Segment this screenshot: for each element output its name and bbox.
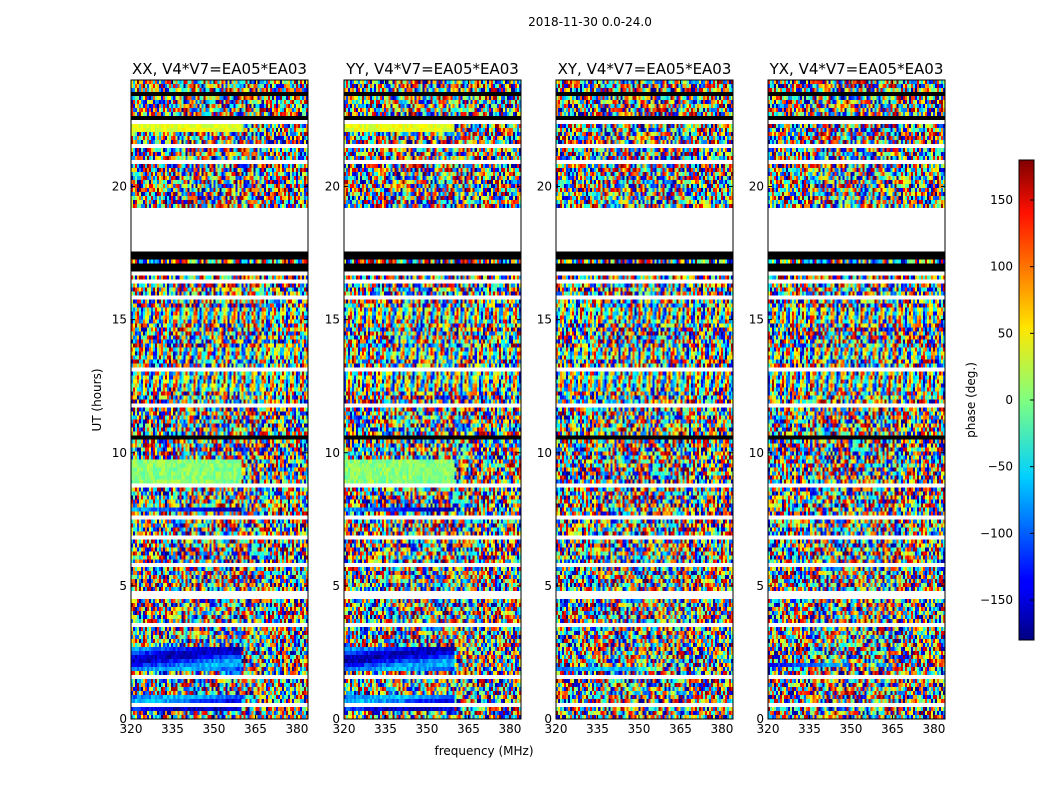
x-tick-label: 365 (244, 722, 267, 736)
x-tick-label: 350 (628, 722, 651, 736)
x-tick-label: 380 (285, 722, 308, 736)
x-tick-label: 320 (120, 722, 143, 736)
y-tick-label: 10 (325, 446, 340, 460)
colorbar-tick-label: −50 (988, 460, 1013, 474)
y-tick-label: 0 (544, 712, 552, 726)
y-tick-label: 15 (749, 313, 764, 327)
x-tick-label: 335 (161, 722, 184, 736)
y-tick-label: 5 (756, 579, 764, 593)
colorbar-label: phase (deg.) (964, 362, 978, 438)
y-tick-label: 0 (119, 712, 127, 726)
x-tick-label: 380 (710, 722, 733, 736)
colorbar-tick-label: −100 (980, 526, 1013, 540)
x-axis-label: frequency (MHz) (434, 744, 533, 758)
figure-suptitle: 2018-11-30 0.0-24.0 (528, 15, 652, 29)
x-tick-label: 365 (457, 722, 480, 736)
x-tick-label: 350 (840, 722, 863, 736)
colorbar-tick-label: 100 (990, 260, 1013, 274)
x-tick-label: 380 (922, 722, 945, 736)
x-tick-label: 365 (881, 722, 904, 736)
y-tick-label: 5 (332, 579, 340, 593)
y-tick-label: 15 (537, 313, 552, 327)
panel-3: YX, V4*V7=EA05*EA03 320 335 350 365 380 0 5 10 15… (749, 60, 946, 736)
panel-1-waterfall (344, 80, 521, 719)
colorbar-ticks: −150 −100 −50 0 50 100 150 (980, 193, 1034, 607)
x-tick-label: 320 (333, 722, 356, 736)
panel-2: XY, V4*V7=EA05*EA03 320 335 350 365 380 0 5 10 15… (537, 60, 734, 736)
x-tick-label: 365 (669, 722, 692, 736)
x-tick-label: 380 (498, 722, 521, 736)
panel-1-title: YY, V4*V7=EA05*EA03 (345, 60, 519, 78)
y-tick-label: 0 (756, 712, 764, 726)
y-tick-label: 10 (749, 446, 764, 460)
y-axis-label: UT (hours) (90, 368, 104, 431)
panel-1-frame (343, 79, 522, 720)
panel-3-frame (767, 79, 946, 720)
colorbar: −150 −100 −50 0 50 100 150 phase (deg.) (964, 159, 1035, 641)
x-tick-label: 350 (416, 722, 439, 736)
y-tick-label: 15 (112, 313, 127, 327)
panel-0-waterfall (131, 80, 308, 719)
colorbar-tick-label: 150 (990, 193, 1013, 207)
panels: XX, V4*V7=EA05*EA03 320 335 350 365 380 0 5 10 15… (112, 60, 946, 736)
y-tick-label: 5 (544, 579, 552, 593)
panel-0: XX, V4*V7=EA05*EA03 320 335 350 365 380 0 5 10 15… (112, 60, 309, 736)
panel-2-title: XY, V4*V7=EA05*EA03 (558, 60, 732, 78)
colorbar-tick-label: −150 (980, 593, 1013, 607)
panel-3-title: YX, V4*V7=EA05*EA03 (769, 60, 944, 78)
panel-3-waterfall (768, 80, 945, 719)
panel-2-waterfall (556, 80, 733, 719)
x-tick-label: 335 (798, 722, 821, 736)
y-tick-label: 20 (325, 180, 340, 194)
y-tick-label: 20 (537, 180, 552, 194)
y-tick-label: 20 (749, 180, 764, 194)
x-tick-label: 335 (374, 722, 397, 736)
y-tick-label: 10 (112, 446, 127, 460)
y-tick-label: 0 (332, 712, 340, 726)
panel-0-title: XX, V4*V7=EA05*EA03 (132, 60, 307, 78)
y-tick-label: 15 (325, 313, 340, 327)
x-tick-label: 350 (203, 722, 226, 736)
panel-1: YY, V4*V7=EA05*EA03 320 335 350 365 380 0 5 10 15… (325, 60, 522, 736)
x-tick-label: 320 (757, 722, 780, 736)
x-tick-label: 320 (545, 722, 568, 736)
colorbar-tick-label: 50 (998, 326, 1013, 340)
colorbar-tick-label: 0 (1005, 393, 1013, 407)
panel-2-frame (555, 79, 734, 720)
y-tick-label: 20 (112, 180, 127, 194)
panel-0-frame (130, 79, 309, 720)
y-tick-label: 5 (119, 579, 127, 593)
x-tick-label: 335 (586, 722, 609, 736)
y-tick-label: 10 (537, 446, 552, 460)
